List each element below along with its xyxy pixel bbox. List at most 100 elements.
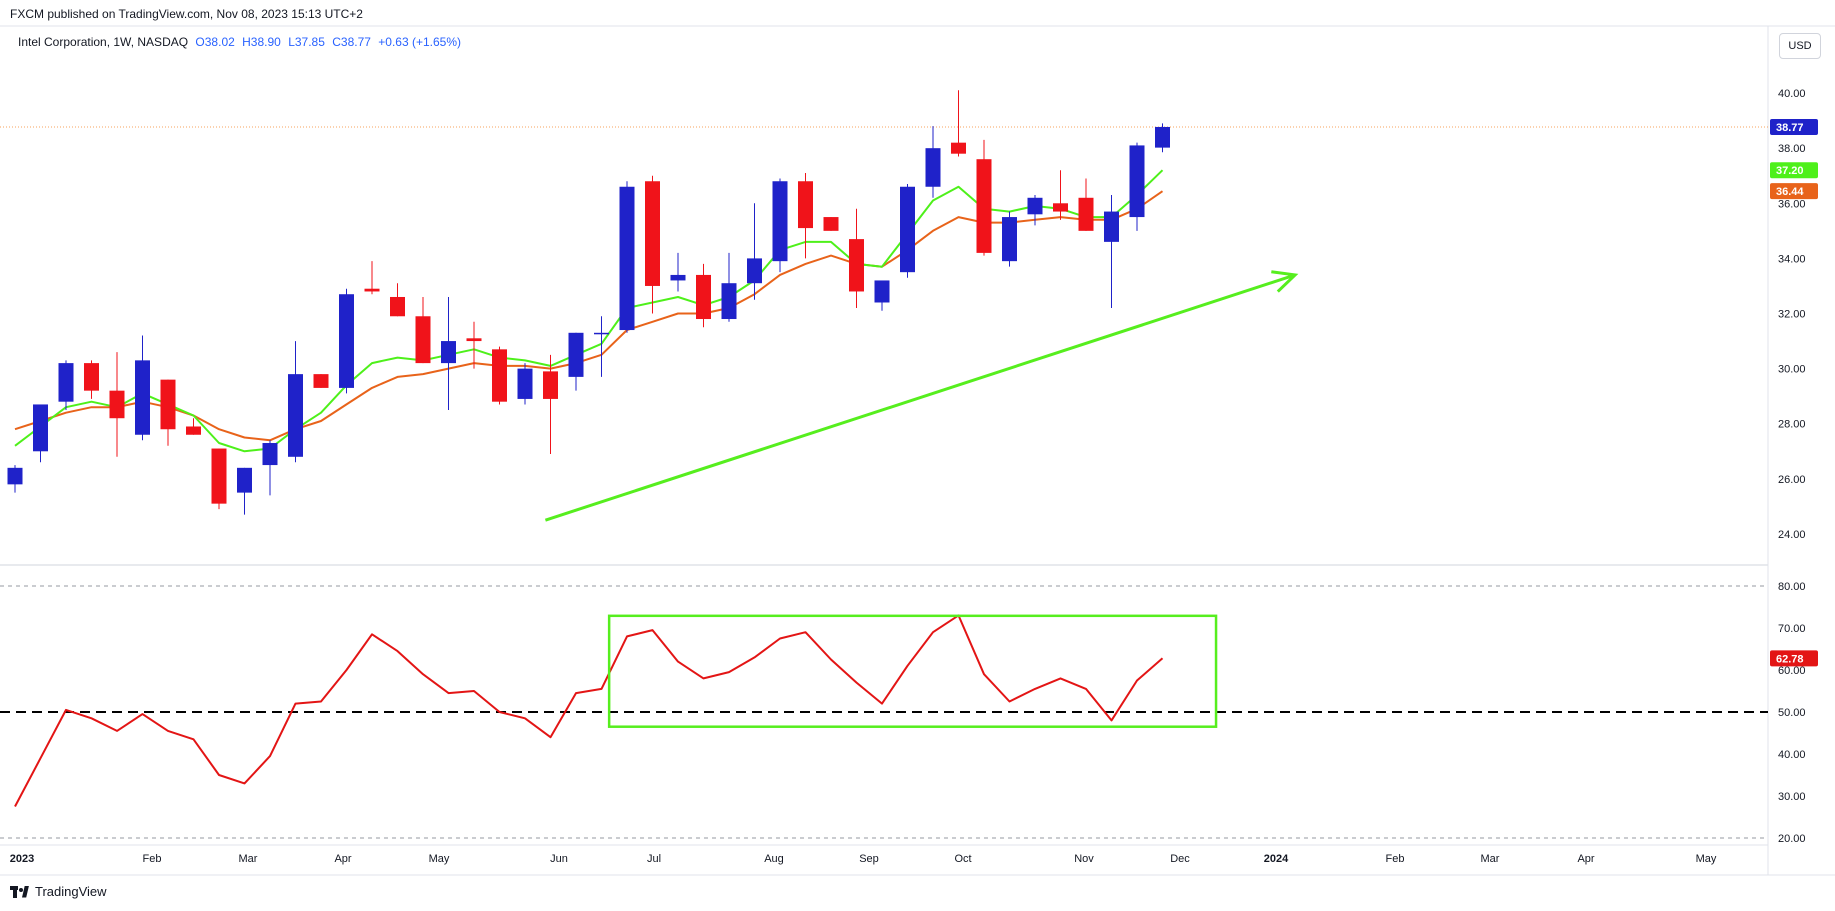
candle-body bbox=[492, 349, 507, 402]
time-tick-label: Jun bbox=[550, 853, 568, 865]
candle-body bbox=[976, 159, 992, 253]
price-axis-badge: 36.44 bbox=[1770, 183, 1818, 200]
open-value: O38.02 bbox=[195, 35, 235, 49]
candle bbox=[415, 296, 431, 364]
candle bbox=[7, 465, 23, 493]
candle bbox=[313, 374, 329, 388]
candle bbox=[798, 172, 813, 259]
symbol-legend: Intel Corporation, 1W, NASDAQ O38.02 H38… bbox=[18, 35, 461, 49]
price-tick-label: 32.00 bbox=[1778, 309, 1806, 321]
candle-body bbox=[211, 448, 227, 504]
candle-body bbox=[1104, 211, 1119, 242]
candle-body bbox=[288, 374, 303, 457]
rsi-tick-label: 30.00 bbox=[1778, 791, 1806, 803]
candle-body bbox=[1027, 197, 1043, 215]
time-tick-label: Aug bbox=[764, 853, 784, 865]
candle-body bbox=[1129, 145, 1145, 218]
annotation-layer bbox=[544, 270, 1299, 522]
candle bbox=[1002, 211, 1017, 267]
currency-button[interactable]: USD bbox=[1779, 33, 1821, 59]
candle-body bbox=[594, 332, 609, 335]
time-tick-label: Sep bbox=[859, 853, 879, 865]
candle-body bbox=[135, 360, 150, 435]
candle-body bbox=[747, 258, 762, 284]
time-tick-label: May bbox=[1696, 853, 1717, 865]
candle bbox=[1053, 170, 1068, 220]
price-badge-bg bbox=[1770, 183, 1818, 200]
candle-body bbox=[900, 186, 915, 273]
candle-body bbox=[874, 280, 890, 303]
candle bbox=[874, 280, 890, 311]
price-tick-label: 28.00 bbox=[1778, 419, 1806, 431]
time-tick-label: Mar bbox=[1481, 853, 1500, 865]
price-axis-badge: 37.20 bbox=[1770, 162, 1818, 179]
candle-body bbox=[390, 296, 405, 317]
tradingview-logo-icon bbox=[10, 885, 30, 898]
candle-body bbox=[1053, 203, 1068, 212]
candle-body bbox=[7, 467, 23, 485]
candle-layer bbox=[7, 90, 1170, 515]
rsi-badge-text: 62.78 bbox=[1776, 653, 1804, 665]
candle bbox=[339, 288, 354, 394]
time-tick-label: Nov bbox=[1074, 853, 1094, 865]
candle bbox=[925, 126, 941, 198]
candle bbox=[823, 217, 839, 231]
candle-body bbox=[313, 374, 329, 388]
candle-body bbox=[466, 338, 482, 342]
candle bbox=[109, 352, 125, 457]
candle-body bbox=[517, 368, 533, 399]
candle bbox=[645, 175, 660, 314]
candle-body bbox=[84, 363, 99, 391]
candle bbox=[1104, 195, 1119, 308]
tradingview-brand: TradingView bbox=[35, 884, 107, 899]
candle bbox=[517, 363, 533, 405]
candle-body bbox=[670, 274, 686, 281]
price-badge-text: 37.20 bbox=[1776, 165, 1804, 177]
high-value: H38.90 bbox=[242, 35, 281, 49]
candle-body bbox=[364, 288, 380, 292]
low-value: L37.85 bbox=[288, 35, 325, 49]
rsi-tick-label: 70.00 bbox=[1778, 623, 1806, 635]
candle bbox=[84, 360, 99, 399]
time-tick-label: Mar bbox=[239, 853, 258, 865]
candle bbox=[364, 261, 380, 295]
time-tick-label: Apr bbox=[1577, 853, 1594, 865]
candle bbox=[288, 341, 303, 463]
candle-body bbox=[849, 239, 864, 292]
candle-body bbox=[823, 217, 839, 231]
tradingview-footer[interactable]: TradingView bbox=[10, 884, 107, 899]
price-tick-label: 38.00 bbox=[1778, 143, 1806, 155]
price-axis-badge: 38.77 bbox=[1770, 118, 1818, 135]
time-tick-label: Oct bbox=[954, 853, 971, 865]
candle-body bbox=[441, 341, 456, 364]
candle-body bbox=[645, 181, 660, 286]
candle-body bbox=[58, 363, 74, 402]
rsi-tick-label: 80.00 bbox=[1778, 581, 1806, 593]
candle-body bbox=[798, 181, 813, 229]
axis-layer: 24.00 26.00 28.00 30.00 32.00 34.00 36.00 38.00… bbox=[10, 88, 1818, 865]
candle bbox=[1129, 142, 1145, 231]
candle bbox=[594, 316, 609, 377]
candle-body bbox=[415, 316, 431, 364]
rsi-layer bbox=[0, 585, 1768, 839]
rsi-tick-label: 40.00 bbox=[1778, 749, 1806, 761]
ema-slow-line bbox=[14, 190, 1164, 442]
price-tick-label: 34.00 bbox=[1778, 253, 1806, 265]
candle bbox=[900, 184, 915, 278]
rsi-tick-label: 60.00 bbox=[1778, 665, 1806, 677]
candle bbox=[466, 321, 482, 369]
candle bbox=[1027, 195, 1043, 226]
price-badge-bg bbox=[1770, 162, 1818, 179]
candle-body bbox=[109, 390, 125, 419]
candle bbox=[237, 467, 252, 515]
candle-body bbox=[339, 294, 354, 388]
rsi-tick-label: 50.00 bbox=[1778, 707, 1806, 719]
close-value: C38.77 bbox=[332, 35, 371, 49]
price-badge-text: 38.77 bbox=[1776, 122, 1804, 134]
candle-body bbox=[925, 148, 941, 187]
candle bbox=[160, 379, 176, 446]
candle bbox=[619, 181, 635, 333]
candle-body bbox=[1078, 197, 1094, 231]
candle bbox=[721, 252, 737, 322]
